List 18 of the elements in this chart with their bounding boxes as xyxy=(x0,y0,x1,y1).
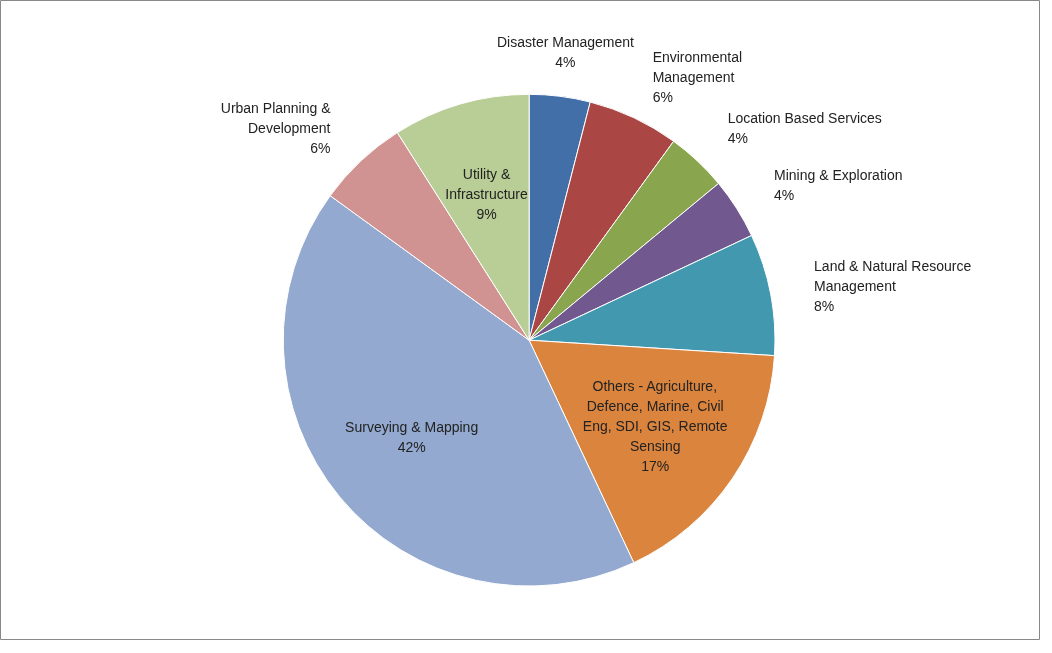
slice-label: Land & Natural Resource Management xyxy=(814,257,972,294)
slice-label: Disaster Management xyxy=(496,34,635,51)
slice-label: Mining & Exploration xyxy=(774,166,903,183)
data-label: 9% xyxy=(476,205,497,222)
data-label: 6% xyxy=(310,140,331,157)
data-label: 17% xyxy=(641,457,670,474)
slice-label: Utility & Infrastructure xyxy=(445,165,529,202)
data-label: 42% xyxy=(397,439,426,456)
slice-label: Others - Agriculture, Defence, Marine, Civil Eng, SDI, GIS, Remote Sensing xyxy=(582,377,728,454)
data-label: 4% xyxy=(727,130,748,147)
data-label: 6% xyxy=(652,89,673,106)
data-label: 4% xyxy=(555,54,576,71)
slice-label: Urban Planning & Development xyxy=(220,100,332,137)
data-label: 8% xyxy=(814,297,835,314)
slice-label: Location Based Services xyxy=(727,110,882,127)
slice-label: Environmental Management xyxy=(652,49,743,86)
data-label: 4% xyxy=(774,186,795,203)
slice-label: Surveying & Mapping xyxy=(345,419,479,436)
